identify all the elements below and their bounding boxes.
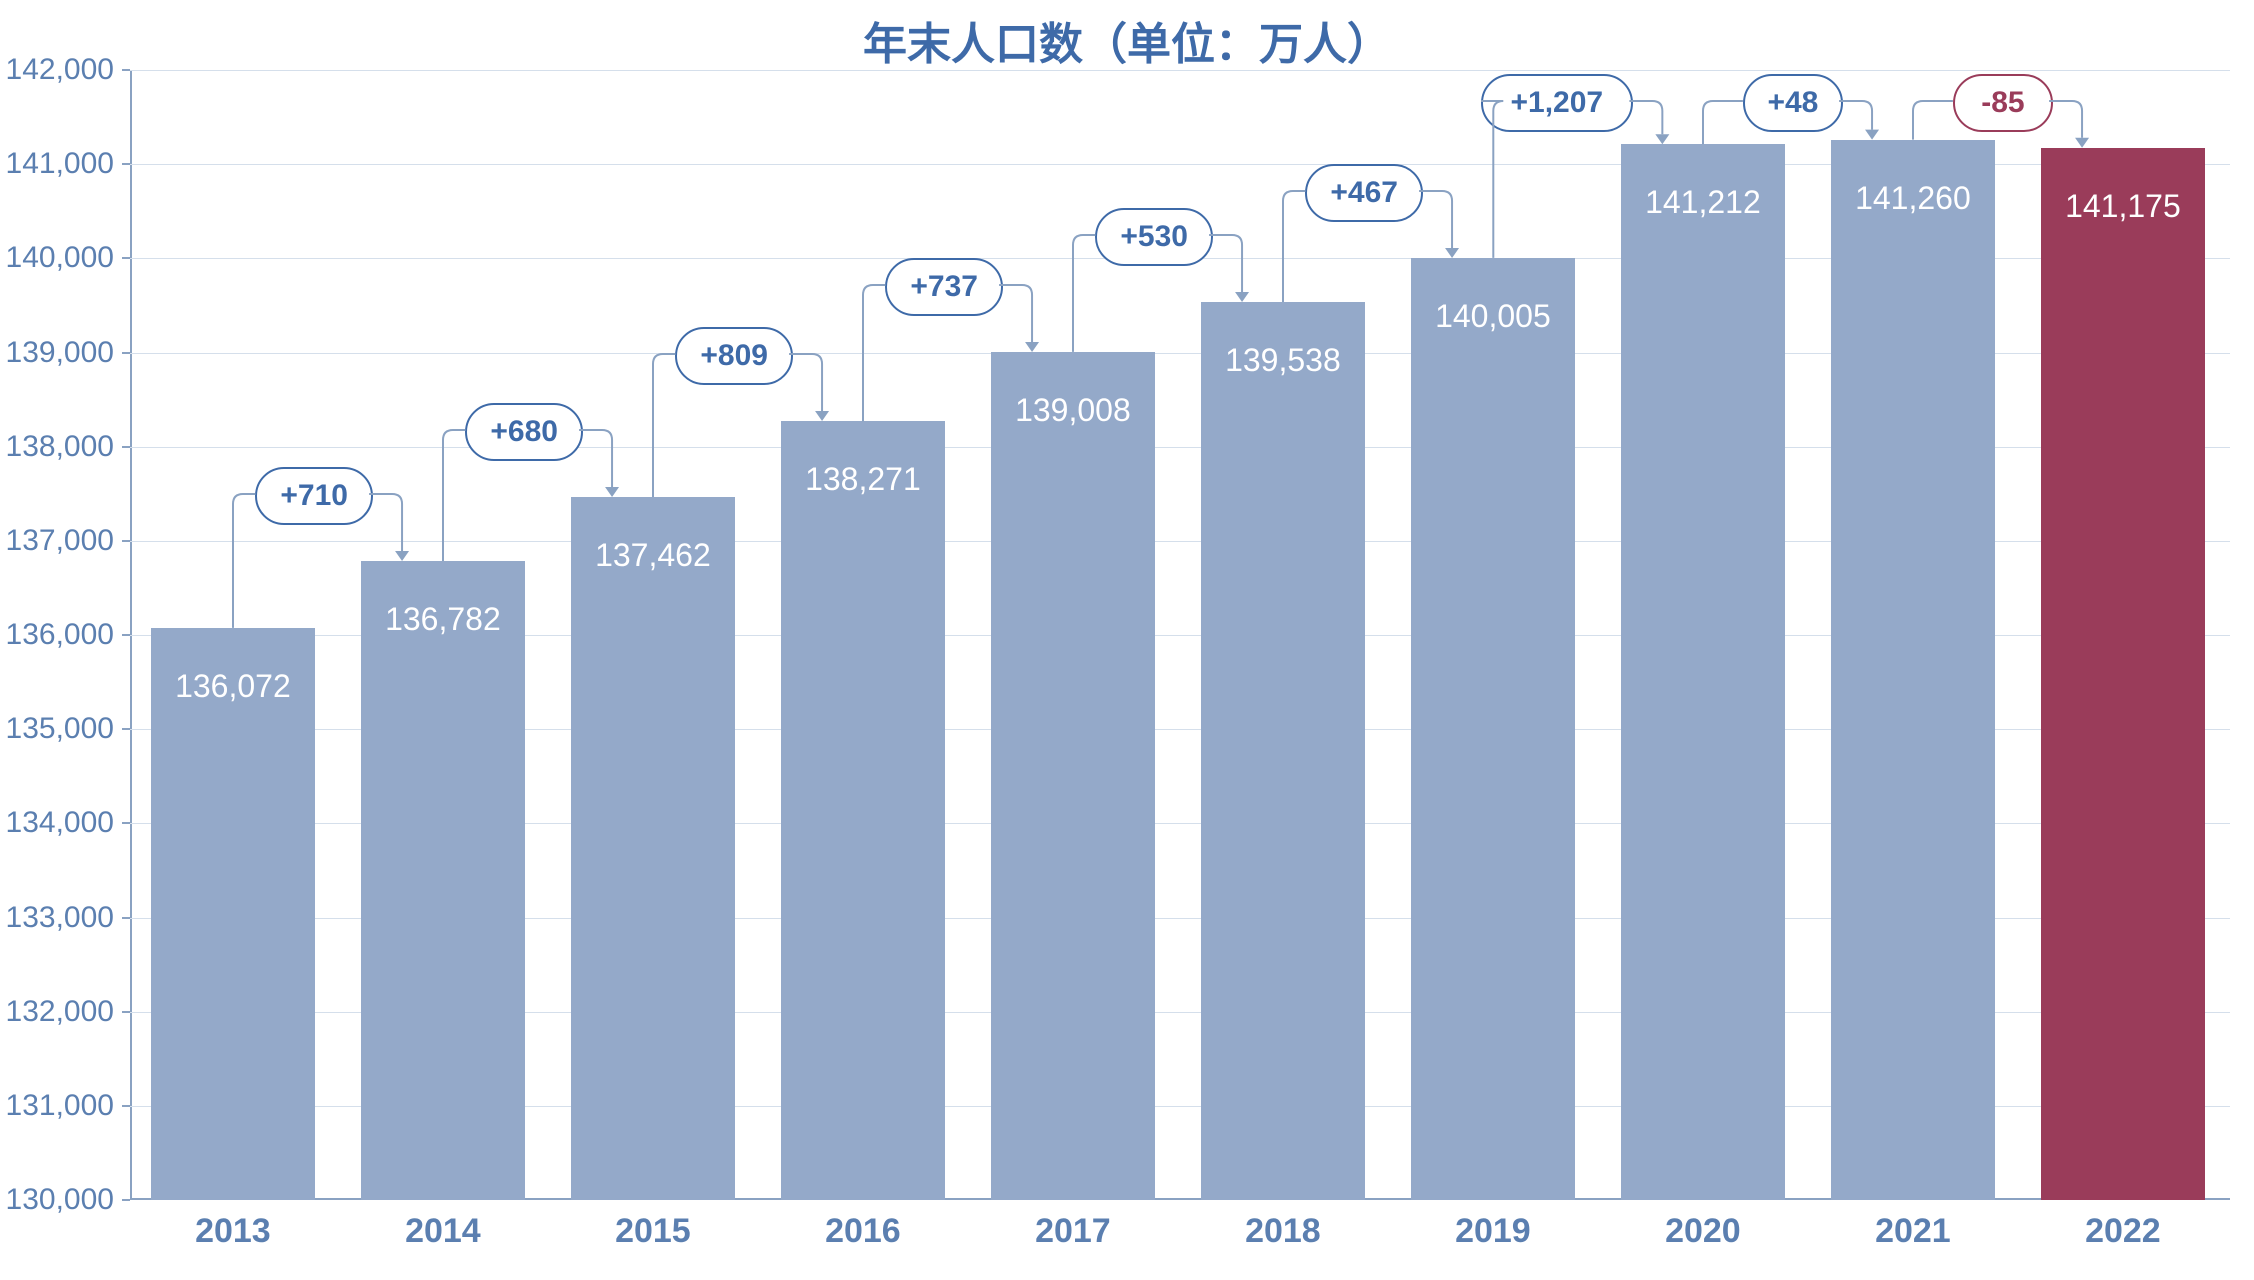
y-axis-tick-label: 137,000 (2, 524, 114, 558)
y-tick (122, 1199, 130, 1201)
x-axis-tick-label: 2022 (2085, 1212, 2161, 1251)
y-tick (122, 257, 130, 259)
x-axis-tick-label: 2014 (405, 1212, 481, 1251)
bar: 138,271 (781, 421, 945, 1200)
x-axis-tick-label: 2016 (825, 1212, 901, 1251)
y-tick (122, 822, 130, 824)
y-axis-tick-label: 130,000 (2, 1183, 114, 1217)
bar: 139,538 (1201, 302, 1365, 1200)
y-axis-tick-label: 141,000 (2, 147, 114, 181)
population-bar-chart: 年末人口数（单位：万人） 130,000131,000132,000133,00… (0, 0, 2254, 1280)
bar: 141,212 (1621, 144, 1785, 1200)
x-axis-tick-label: 2019 (1455, 1212, 1531, 1251)
change-callout: +1,207 (1481, 74, 1633, 132)
change-callout: +467 (1305, 164, 1423, 222)
y-axis-tick-label: 142,000 (2, 53, 114, 87)
y-axis-tick-label: 140,000 (2, 241, 114, 275)
x-axis-tick-label: 2018 (1245, 1212, 1321, 1251)
y-tick (122, 69, 130, 71)
y-axis-tick-label: 138,000 (2, 430, 114, 464)
change-callout: +680 (465, 403, 583, 461)
change-callout: +710 (255, 467, 373, 525)
change-callout: +48 (1743, 74, 1843, 132)
y-axis-tick-label: 135,000 (2, 712, 114, 746)
y-tick (122, 446, 130, 448)
bar: 139,008 (991, 352, 1155, 1200)
plot-area: 130,000131,000132,000133,000134,000135,0… (130, 70, 2230, 1200)
bar: 137,462 (571, 497, 735, 1200)
y-axis-tick-label: 132,000 (2, 995, 114, 1029)
change-callout: +737 (885, 258, 1003, 316)
y-tick (122, 1011, 130, 1013)
bar: 136,072 (151, 628, 315, 1200)
y-tick (122, 352, 130, 354)
y-axis-tick-label: 139,000 (2, 336, 114, 370)
bar: 140,005 (1411, 258, 1575, 1200)
grid-line (130, 70, 2230, 71)
y-axis-tick-label: 136,000 (2, 618, 114, 652)
bar: 136,782 (361, 561, 525, 1200)
x-axis-tick-label: 2017 (1035, 1212, 1111, 1251)
x-axis-tick-label: 2021 (1875, 1212, 1951, 1251)
x-axis-tick-label: 2020 (1665, 1212, 1741, 1251)
bar-value-label: 139,538 (1201, 342, 1365, 379)
y-tick (122, 163, 130, 165)
y-axis-tick-label: 134,000 (2, 806, 114, 840)
bar-value-label: 136,072 (151, 668, 315, 705)
bar-value-label: 141,175 (2041, 188, 2205, 225)
bar: 141,260 (1831, 140, 1995, 1200)
change-callout: +530 (1095, 208, 1213, 266)
y-tick (122, 634, 130, 636)
change-callout: -85 (1953, 74, 2053, 132)
chart-title: 年末人口数（单位：万人） (0, 8, 2254, 72)
bar: 141,175 (2041, 148, 2205, 1200)
y-tick (122, 540, 130, 542)
y-tick (122, 917, 130, 919)
x-axis-tick-label: 2015 (615, 1212, 691, 1251)
y-axis-tick-label: 133,000 (2, 901, 114, 935)
y-axis-tick-label: 131,000 (2, 1089, 114, 1123)
y-tick (122, 728, 130, 730)
change-callout: +809 (675, 327, 793, 385)
bar-value-label: 136,782 (361, 601, 525, 638)
bar-value-label: 138,271 (781, 461, 945, 498)
bar-value-label: 140,005 (1411, 298, 1575, 335)
bar-value-label: 141,260 (1831, 180, 1995, 217)
y-tick (122, 1105, 130, 1107)
bar-value-label: 137,462 (571, 537, 735, 574)
x-axis-tick-label: 2013 (195, 1212, 271, 1251)
bar-value-label: 141,212 (1621, 184, 1785, 221)
bar-value-label: 139,008 (991, 392, 1155, 429)
